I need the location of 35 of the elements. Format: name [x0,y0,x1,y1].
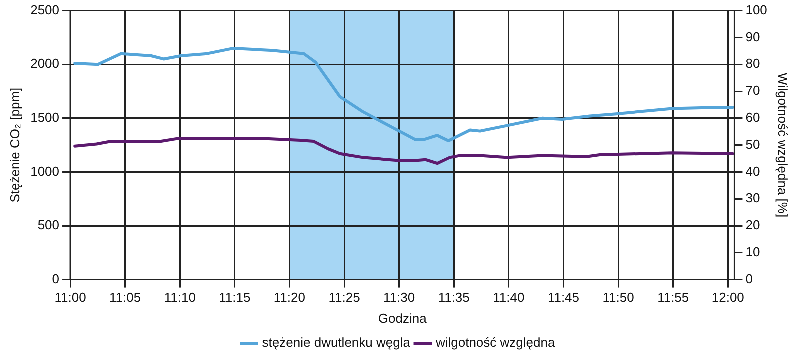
y2-axis-title: Wilgotność względna [%] [776,73,791,218]
legend-label: wilgotność względna [434,335,556,350]
x-tick-label: 11:00 [54,290,86,306]
y2-tick-label: 60 [746,110,760,125]
x-tick-label: 11:10 [164,290,196,306]
x-axis-title: Godzina [378,310,428,326]
y-tick-label: 2500 [30,2,60,18]
x-tick-label: 11:40 [493,290,525,306]
x-tick-label: 11:45 [548,290,580,306]
y2-tick-label: 70 [746,83,760,98]
y-tick-label: 500 [38,218,60,233]
x-tick-label: 11:50 [602,290,634,306]
y2-tick-label: 90 [746,29,760,44]
y-tick-label: 2000 [30,56,60,72]
x-tick-label: 11:05 [110,290,142,306]
y2-tick-label: 0 [746,271,753,286]
y2-tick-label: 40 [746,164,760,179]
y-tick-label: 1000 [30,164,60,179]
y2-tick-label: 30 [746,190,760,206]
legend-label: stężenie dwutlenku węgla [262,335,412,350]
x-tick-label: 11:35 [438,290,470,306]
y2-tick-label: 80 [746,56,760,72]
x-tick-label: 11:25 [328,290,360,306]
y-tick-label: 0 [52,271,60,286]
x-tick-label: 12:00 [712,290,744,306]
x-tick-label: 11:20 [274,290,306,306]
y2-tick-label: 100 [746,2,768,18]
y-tick-label: 1500 [30,110,60,125]
y-axis-title: Stężenie CO₂ [ppm] [7,88,22,203]
x-tick-label: 11:55 [658,290,690,306]
x-tick-label: 11:30 [384,290,416,306]
x-tick-label: 11:15 [219,290,251,306]
y2-tick-label: 50 [746,136,760,152]
y2-tick-label: 10 [746,244,760,260]
y2-tick-label: 20 [746,218,760,233]
